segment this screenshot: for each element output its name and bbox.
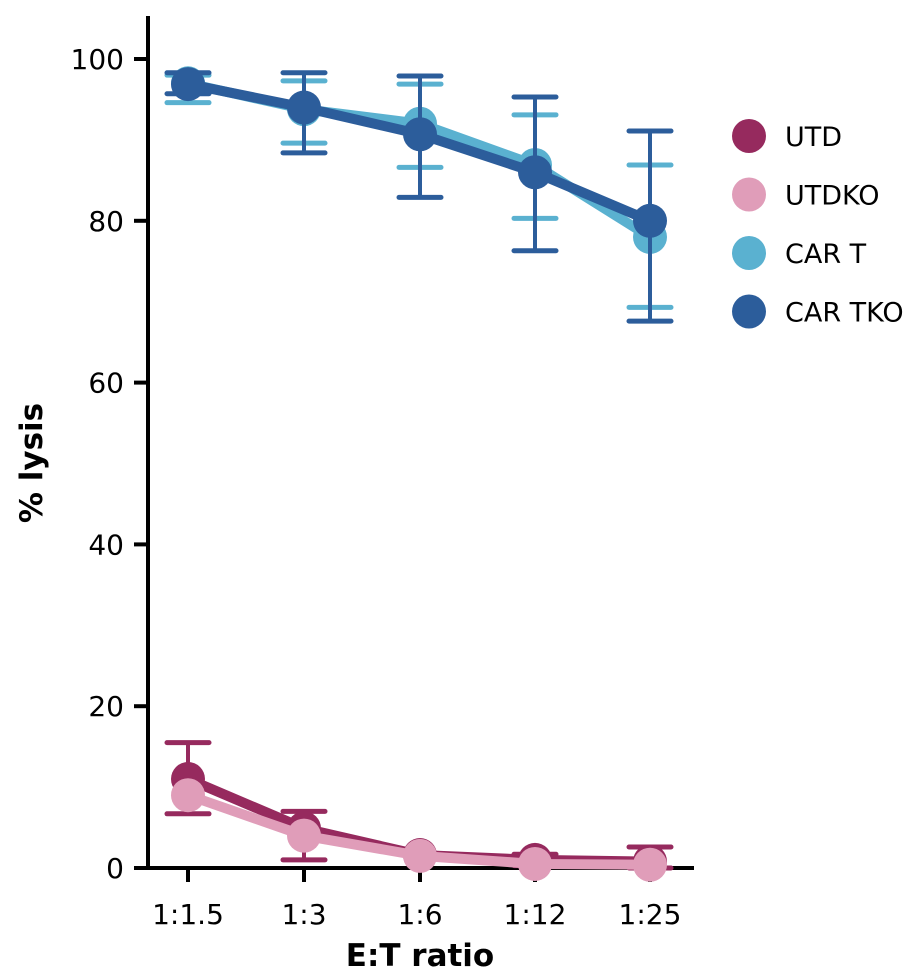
- x-tick-label: 1:3: [281, 898, 326, 931]
- data-point: [633, 203, 667, 238]
- data-point: [171, 67, 205, 102]
- legend-marker: [732, 236, 766, 270]
- y-tick-label: 40: [88, 528, 124, 561]
- x-axis-label: E:T ratio: [346, 938, 494, 974]
- legend-marker: [732, 177, 766, 212]
- axes: 0 20 40 60 80 100 1:1.5 1:3 1:6 1:12 1:25: [71, 16, 694, 931]
- x-tick-label: 1:6: [397, 898, 442, 931]
- y-tick-label: 0: [106, 852, 124, 885]
- series-marks: [164, 66, 674, 882]
- series-car-tko: [164, 67, 674, 324]
- legend-marker: [732, 119, 766, 153]
- series-utdko: [171, 778, 667, 882]
- legend-marker: [732, 294, 766, 329]
- y-tick-label: 100: [71, 43, 124, 76]
- legend-label: CAR TKO: [785, 298, 904, 329]
- data-point: [403, 117, 437, 152]
- x-tick-label: 1:1.5: [152, 898, 224, 931]
- data-point: [633, 847, 667, 882]
- y-axis-label: % lysis: [14, 403, 50, 523]
- data-point: [403, 838, 437, 873]
- legend-label: UTD: [785, 122, 842, 153]
- y-tick-label: 60: [88, 367, 124, 400]
- legend-label: CAR T: [785, 239, 867, 270]
- x-tick-label: 1:25: [619, 898, 682, 931]
- data-point: [171, 778, 205, 813]
- data-point: [287, 90, 321, 125]
- data-point: [287, 818, 321, 853]
- data-point: [518, 155, 552, 190]
- x-tick-label: 1:12: [504, 898, 567, 931]
- y-tick-label: 20: [88, 690, 124, 723]
- y-tick-label: 80: [88, 205, 124, 238]
- legend-label: UTDKO: [785, 181, 880, 212]
- legend: UTD UTDKO CAR T CAR TKO: [732, 119, 904, 329]
- data-point: [518, 846, 552, 881]
